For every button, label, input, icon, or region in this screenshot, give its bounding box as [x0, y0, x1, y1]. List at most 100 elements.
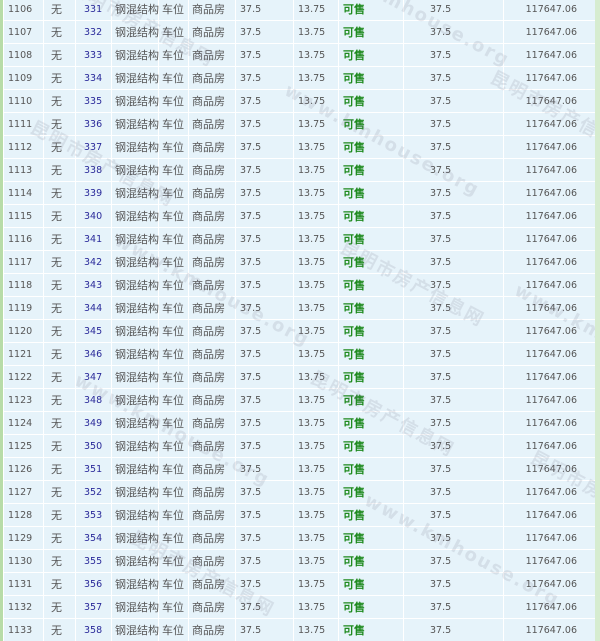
build-area-cell: 37.5 [235, 388, 294, 412]
unit-number-link[interactable]: 349 [75, 411, 112, 435]
unit-number-link[interactable]: 342 [75, 250, 112, 274]
unit-number-link[interactable]: 348 [75, 388, 112, 412]
row-number: 1126 [3, 457, 44, 481]
status-cell: 可售 [338, 457, 404, 481]
floor-cell: 无 [43, 0, 76, 21]
floor-cell: 无 [43, 135, 76, 159]
usage-cell: 车位 [158, 250, 189, 274]
usage-cell: 车位 [158, 319, 189, 343]
unit-number-link[interactable]: 358 [75, 618, 112, 641]
unit-number-link[interactable]: 343 [75, 273, 112, 297]
house-type-cell: 商品房 [188, 66, 236, 90]
unit-number-link[interactable]: 333 [75, 43, 112, 67]
build-area-cell: 37.5 [235, 595, 294, 619]
unit-number-link[interactable]: 341 [75, 227, 112, 251]
build-area-cell: 37.5 [235, 158, 294, 182]
usage-cell: 车位 [158, 66, 189, 90]
unit-number-link[interactable]: 357 [75, 595, 112, 619]
status-cell: 可售 [338, 503, 404, 527]
shared-area-cell: 13.75 [293, 549, 339, 573]
house-type-cell: 商品房 [188, 595, 236, 619]
house-type-cell: 商品房 [188, 135, 236, 159]
floor-cell: 无 [43, 181, 76, 205]
unit-number-link[interactable]: 345 [75, 319, 112, 343]
row-number: 1110 [3, 89, 44, 113]
house-type-cell: 商品房 [188, 296, 236, 320]
structure-cell: 钢混结构 [111, 273, 159, 297]
structure-cell: 钢混结构 [111, 296, 159, 320]
table-row: 1106 无 331 钢混结构 车位 商品房 37.5 13.75 可售 37.5 117647.0… [3, 0, 595, 21]
inner-area-cell: 37.5 [403, 43, 504, 67]
structure-cell: 钢混结构 [111, 549, 159, 573]
inner-area-cell: 37.5 [403, 66, 504, 90]
shared-area-cell: 13.75 [293, 204, 339, 228]
house-type-cell: 商品房 [188, 572, 236, 596]
price-cell: 117647.06 [503, 135, 595, 159]
structure-cell: 钢混结构 [111, 135, 159, 159]
unit-number-link[interactable]: 339 [75, 181, 112, 205]
house-type-cell: 商品房 [188, 480, 236, 504]
shared-area-cell: 13.75 [293, 43, 339, 67]
inner-area-cell: 37.5 [403, 204, 504, 228]
unit-number-link[interactable]: 331 [75, 0, 112, 21]
status-cell: 可售 [338, 0, 404, 21]
unit-number-link[interactable]: 350 [75, 434, 112, 458]
usage-cell: 车位 [158, 20, 189, 44]
house-type-cell: 商品房 [188, 457, 236, 481]
shared-area-cell: 13.75 [293, 89, 339, 113]
usage-cell: 车位 [158, 204, 189, 228]
unit-number-link[interactable]: 334 [75, 66, 112, 90]
unit-number-link[interactable]: 338 [75, 158, 112, 182]
build-area-cell: 37.5 [235, 434, 294, 458]
build-area-cell: 37.5 [235, 135, 294, 159]
structure-cell: 钢混结构 [111, 20, 159, 44]
unit-number-link[interactable]: 355 [75, 549, 112, 573]
build-area-cell: 37.5 [235, 411, 294, 435]
table-row: 1121 无 346 钢混结构 车位 商品房 37.5 13.75 可售 37.5 117647.0… [3, 342, 595, 366]
table-row: 1107 无 332 钢混结构 车位 商品房 37.5 13.75 可售 37.5 117647.0… [3, 20, 595, 44]
shared-area-cell: 13.75 [293, 365, 339, 389]
shared-area-cell: 13.75 [293, 158, 339, 182]
usage-cell: 车位 [158, 158, 189, 182]
unit-number-link[interactable]: 354 [75, 526, 112, 550]
unit-number-link[interactable]: 344 [75, 296, 112, 320]
price-cell: 117647.06 [503, 595, 595, 619]
unit-number-link[interactable]: 351 [75, 457, 112, 481]
unit-number-link[interactable]: 336 [75, 112, 112, 136]
unit-number-link[interactable]: 332 [75, 20, 112, 44]
inner-area-cell: 37.5 [403, 411, 504, 435]
table-row: 1131 无 356 钢混结构 车位 商品房 37.5 13.75 可售 37.5 117647.0… [3, 572, 595, 596]
usage-cell: 车位 [158, 43, 189, 67]
shared-area-cell: 13.75 [293, 296, 339, 320]
unit-number-link[interactable]: 356 [75, 572, 112, 596]
table-row: 1114 无 339 钢混结构 车位 商品房 37.5 13.75 可售 37.5 117647.0… [3, 181, 595, 205]
unit-number-link[interactable]: 353 [75, 503, 112, 527]
price-cell: 117647.06 [503, 227, 595, 251]
unit-number-link[interactable]: 340 [75, 204, 112, 228]
inner-area-cell: 37.5 [403, 618, 504, 641]
inner-area-cell: 37.5 [403, 388, 504, 412]
price-cell: 117647.06 [503, 66, 595, 90]
shared-area-cell: 13.75 [293, 342, 339, 366]
structure-cell: 钢混结构 [111, 181, 159, 205]
floor-cell: 无 [43, 457, 76, 481]
status-cell: 可售 [338, 112, 404, 136]
structure-cell: 钢混结构 [111, 365, 159, 389]
unit-number-link[interactable]: 352 [75, 480, 112, 504]
status-cell: 可售 [338, 43, 404, 67]
unit-table: 1106 无 331 钢混结构 车位 商品房 37.5 13.75 可售 37.5 117647.0… [3, 0, 595, 641]
usage-cell: 车位 [158, 549, 189, 573]
unit-number-link[interactable]: 335 [75, 89, 112, 113]
unit-number-link[interactable]: 346 [75, 342, 112, 366]
row-number: 1123 [3, 388, 44, 412]
unit-number-link[interactable]: 347 [75, 365, 112, 389]
table-row: 1132 无 357 钢混结构 车位 商品房 37.5 13.75 可售 37.5 117647.0… [3, 595, 595, 619]
house-type-cell: 商品房 [188, 273, 236, 297]
table-row: 1110 无 335 钢混结构 车位 商品房 37.5 13.75 可售 37.5 117647.0… [3, 89, 595, 113]
table-row: 1128 无 353 钢混结构 车位 商品房 37.5 13.75 可售 37.5 117647.0… [3, 503, 595, 527]
row-number: 1114 [3, 181, 44, 205]
structure-cell: 钢混结构 [111, 158, 159, 182]
structure-cell: 钢混结构 [111, 388, 159, 412]
unit-number-link[interactable]: 337 [75, 135, 112, 159]
row-number: 1108 [3, 43, 44, 67]
